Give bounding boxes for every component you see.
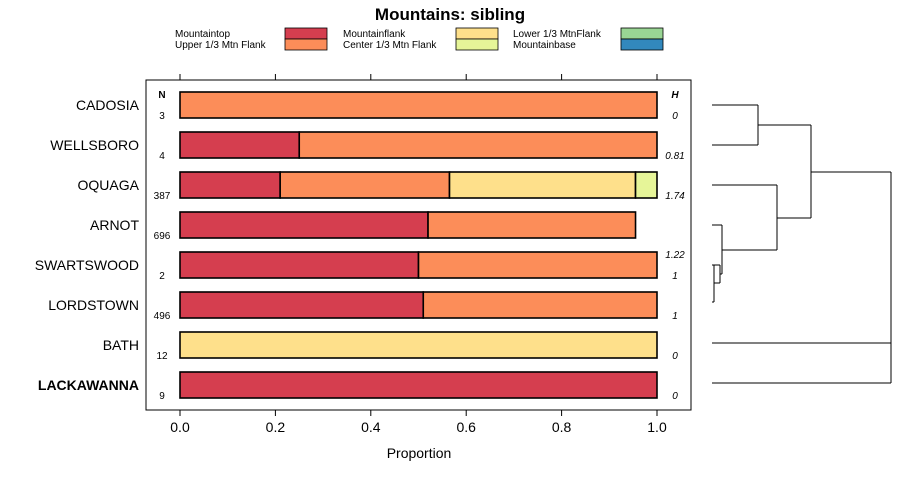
- x-axis: 0.0 0.2 0.4 0.6 0.8 1.0: [170, 74, 667, 435]
- legend-label-mountaintop: Mountaintop: [175, 29, 230, 40]
- x-tick-label: 0.4: [361, 419, 381, 435]
- x-tick-label: 0.0: [170, 419, 190, 435]
- bar-segment-upper-1-3-mtn-flank: [427, 211, 637, 239]
- n-value: 496: [154, 311, 171, 322]
- x-axis-label: Proportion: [387, 445, 452, 461]
- bar-segment-center-1-3-mtn-flank: [634, 171, 658, 199]
- bar-segment-upper-1-3-mtn-flank: [422, 291, 658, 319]
- legend-swatch-upper-1-3-mtn-flank: [284, 38, 328, 51]
- bar-segment-upper-1-3-mtn-flank: [417, 251, 658, 279]
- row-oquaga: OQUAGA 387 1.74: [78, 171, 685, 202]
- n-value: 4: [159, 151, 165, 162]
- legend-label-upper-1-3-mtn-flank: Upper 1/3 Mtn Flank: [175, 40, 267, 51]
- chart-title: Mountains: sibling: [375, 5, 525, 24]
- category-label: LORDSTOWN: [48, 297, 139, 313]
- legend-swatch-mountainbase: [620, 38, 664, 51]
- category-label: ARNOT: [90, 217, 139, 233]
- h-value: 0.81: [665, 151, 684, 162]
- n-value: 2: [159, 271, 165, 282]
- h-header: H: [671, 90, 679, 101]
- h-value: 1.74: [665, 191, 685, 202]
- bar-segment-mountaintop: [179, 211, 429, 239]
- h-value: 0: [672, 391, 678, 402]
- x-tick-label: 0.6: [456, 419, 476, 435]
- n-header: N: [158, 90, 165, 101]
- row-bath: BATH 12 0: [103, 331, 678, 362]
- bar-segment-mountaintop: [179, 171, 281, 199]
- dendrogram: [712, 104, 892, 384]
- bar-segment-mountainflank: [179, 331, 658, 359]
- x-tick-label: 0.8: [552, 419, 572, 435]
- category-label: BATH: [103, 337, 139, 353]
- n-value: 9: [159, 391, 165, 402]
- bar-rows: CADOSIA 3 0 WELLSBORO 4 0.81 OQUAGA 387 1.74 ARNO…: [35, 91, 685, 402]
- legend-swatch-center-1-3-mtn-flank: [455, 38, 499, 51]
- category-label: CADOSIA: [76, 97, 140, 113]
- bar-segment-mountaintop: [179, 131, 301, 159]
- row-lordstown: LORDSTOWN 496 1: [48, 291, 678, 322]
- n-value: 3: [159, 111, 165, 122]
- x-tick-label: 1.0: [647, 419, 667, 435]
- bar-segment-mountaintop: [179, 251, 420, 279]
- x-tick-label: 0.2: [266, 419, 286, 435]
- h-value: 1: [672, 311, 678, 322]
- h-value: 1.22: [665, 250, 685, 261]
- legend-swatch-lower-1-3-mtnflank: [620, 27, 664, 40]
- category-label: SWARTSWOOD: [35, 257, 139, 273]
- legend-label-center-1-3-mtn-flank: Center 1/3 Mtn Flank: [343, 40, 437, 51]
- bar-segment-mountaintop: [179, 291, 425, 319]
- row-swartswood: SWARTSWOOD 2 1: [35, 251, 678, 282]
- row-wellsboro: WELLSBORO 4 0.81: [50, 131, 685, 162]
- category-label: LACKAWANNA: [38, 377, 139, 393]
- h-value: 0: [672, 351, 678, 362]
- n-value: 387: [154, 191, 171, 202]
- legend-label-mountainbase: Mountainbase: [513, 40, 576, 51]
- row-arnot: ARNOT 696 1.22: [90, 211, 685, 261]
- n-value: 12: [156, 351, 168, 362]
- legend-label-lower-1-3-mtnflank: Lower 1/3 MtnFlank: [513, 29, 602, 40]
- legend-label-mountainflank: Mountainflank: [343, 29, 406, 40]
- bar-segment-mountainflank: [448, 171, 637, 199]
- bar-segment-upper-1-3-mtn-flank: [279, 171, 451, 199]
- bar-segment-upper-1-3-mtn-flank: [179, 91, 658, 119]
- bar-segment-mountaintop: [179, 371, 658, 399]
- row-cadosia: CADOSIA 3 0: [76, 91, 678, 122]
- h-value: 0: [672, 111, 678, 122]
- n-value: 696: [154, 231, 171, 242]
- plot-frame: [145, 79, 692, 411]
- legend-swatch-mountaintop: [284, 27, 328, 40]
- h-value: 1: [672, 271, 678, 282]
- bar-segment-upper-1-3-mtn-flank: [298, 131, 658, 159]
- row-lackawanna: LACKAWANNA 9 0: [38, 371, 678, 402]
- category-label: WELLSBORO: [50, 137, 139, 153]
- category-label: OQUAGA: [78, 177, 140, 193]
- legend-swatch-mountainflank: [455, 27, 499, 40]
